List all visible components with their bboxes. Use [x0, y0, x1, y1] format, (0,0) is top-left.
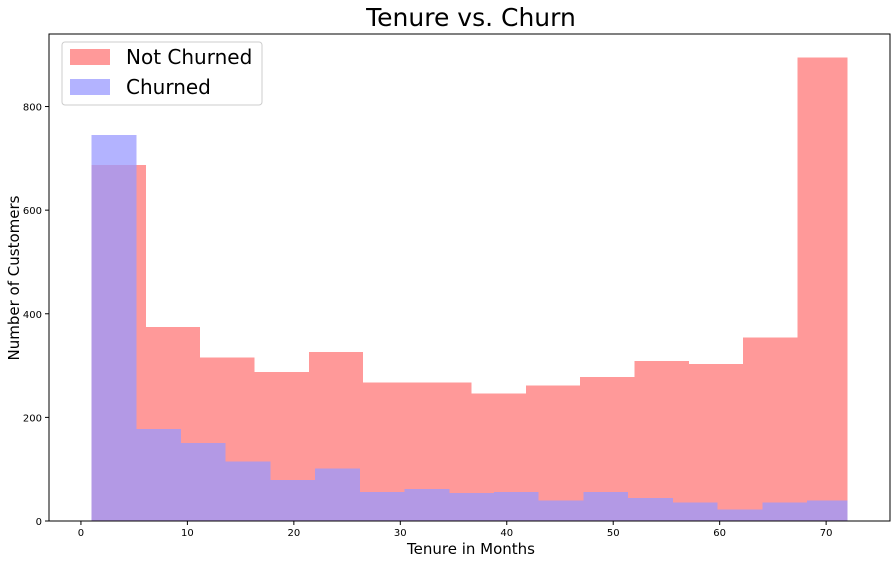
y-tick-label: 600 [23, 206, 42, 217]
histogram-bar [315, 468, 360, 521]
histogram-bar [449, 493, 494, 521]
histogram-bar [538, 500, 584, 521]
histogram-bar [688, 364, 744, 521]
y-tick-label: 0 [36, 517, 42, 528]
y-tick-label: 400 [23, 310, 42, 321]
histogram-bar [225, 461, 271, 521]
x-tick-label: 40 [500, 528, 513, 539]
legend-label-churned: Churned [126, 75, 211, 99]
histogram-bar [270, 480, 316, 521]
legend-box [61, 41, 263, 106]
histogram-bar [91, 135, 137, 521]
histogram-bar [806, 500, 848, 521]
x-tick-label: 70 [820, 528, 833, 539]
histogram-bar [717, 509, 763, 521]
histogram-bar [359, 491, 405, 521]
legend-label-not-churned: Not Churned [126, 45, 252, 69]
y-axis-label: Number of Customers [5, 195, 23, 360]
chart-legend: Not Churned Churned [61, 41, 263, 106]
histogram-bar [634, 360, 689, 521]
series-churned [91, 135, 848, 521]
x-axis-label: Tenure in Months [406, 540, 535, 558]
histogram-bar [583, 491, 629, 521]
histogram-bar [136, 428, 182, 521]
histogram-bar [404, 488, 450, 521]
y-tick-label: 200 [23, 413, 42, 424]
x-tick-label: 10 [181, 528, 194, 539]
chart-title: Tenure vs. Churn [365, 3, 576, 32]
y-tick-label: 800 [23, 103, 42, 114]
histogram-bar [493, 491, 539, 521]
legend-swatch-churned [70, 79, 110, 95]
histogram-bar [743, 337, 798, 521]
histogram-bar [672, 502, 718, 521]
legend-swatch-not-churned [70, 49, 110, 65]
plot-area: 0 10 20 30 40 50 60 70 0 200 400 600 800 [23, 33, 891, 539]
histogram-bar [628, 498, 673, 521]
x-tick-label: 30 [394, 528, 407, 539]
x-tick-label: 60 [713, 528, 726, 539]
y-axis-ticks: 0 200 400 600 800 [23, 103, 49, 528]
x-axis-ticks: 0 10 20 30 40 50 60 70 [78, 521, 833, 539]
axes-frame [48, 33, 891, 522]
x-tick-label: 20 [287, 528, 300, 539]
bars-layer [91, 57, 848, 521]
histogram-bar [181, 442, 226, 521]
x-tick-label: 50 [607, 528, 620, 539]
x-tick-label: 0 [78, 528, 84, 539]
histogram-bar [797, 57, 848, 521]
histogram-bar [762, 502, 807, 521]
